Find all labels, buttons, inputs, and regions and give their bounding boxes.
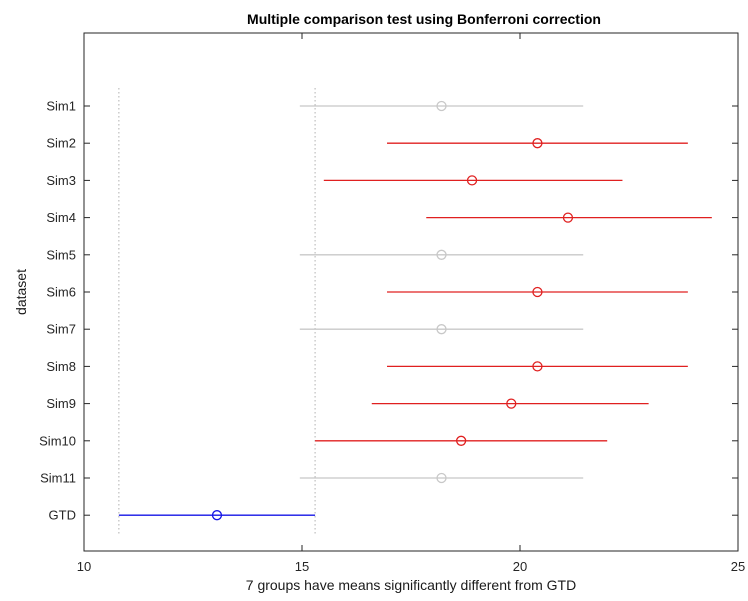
y-tick-label: Sim10 — [39, 433, 76, 448]
x-tick-label: 15 — [295, 559, 309, 574]
y-tick-label: Sim7 — [46, 322, 76, 337]
y-tick-label: Sim1 — [46, 99, 76, 114]
x-tick-label: 20 — [513, 559, 527, 574]
y-tick-label: GTD — [49, 508, 76, 523]
x-axis-label: 7 groups have means significantly differ… — [246, 577, 576, 593]
y-tick-label: Sim9 — [46, 396, 76, 411]
y-tick-label: Sim3 — [46, 173, 76, 188]
y-axis-label: dataset — [13, 269, 29, 315]
y-tick-label: Sim11 — [40, 471, 76, 486]
y-tick-label: Sim6 — [46, 285, 76, 300]
y-tick-label: Sim5 — [46, 247, 76, 262]
x-tick-label: 10 — [77, 559, 91, 574]
y-tick-label: Sim4 — [46, 210, 76, 225]
interval-marks — [119, 102, 712, 520]
axis-ticks: 10 15 20 25 Sim1 Sim2 Sim3 Sim4 Sim5 Sim6 Sim7 Sim8… — [39, 33, 745, 574]
y-tick-label: Sim8 — [46, 359, 76, 374]
chart-title: Multiple comparison test using Bonferron… — [247, 11, 601, 27]
x-tick-label: 25 — [731, 559, 745, 574]
reference-lines — [119, 88, 315, 535]
y-tick-label: Sim2 — [46, 136, 76, 151]
